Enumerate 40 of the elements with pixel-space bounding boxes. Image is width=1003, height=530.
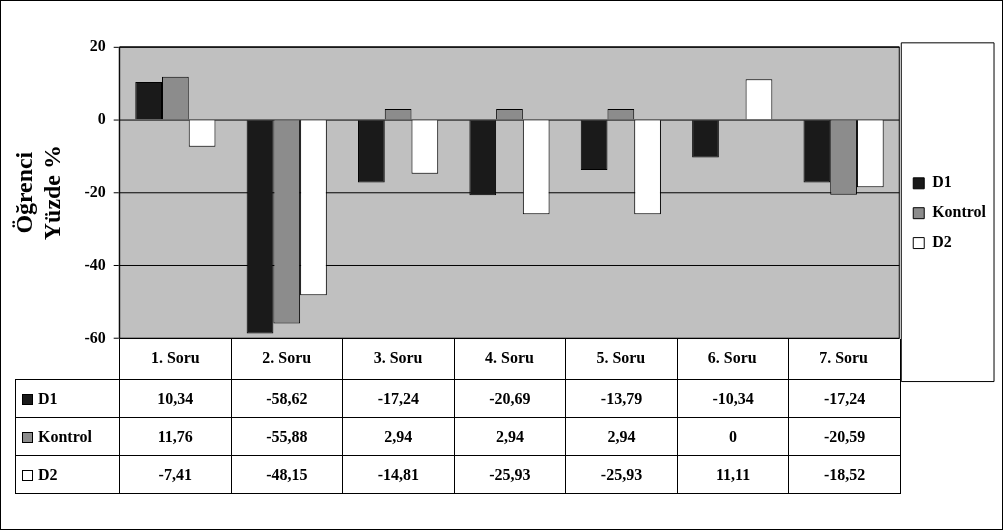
data-label: 2,94 xyxy=(565,417,678,456)
data-label: -17,24 xyxy=(342,379,455,418)
x-tick-label: 5. Soru xyxy=(596,349,646,367)
data-label: -18,52 xyxy=(788,455,901,494)
x-tick-label: 4. Soru xyxy=(485,349,534,367)
y-tick-label: 0 xyxy=(97,109,106,127)
text: Kontrol xyxy=(38,428,92,446)
data-label: -14,81 xyxy=(342,455,455,494)
text: D1 xyxy=(932,173,952,191)
data-label: -25,93 xyxy=(454,455,566,494)
legend-label: D2 xyxy=(932,233,952,251)
x-tick-label: 2. Soru xyxy=(262,349,312,367)
data-label: -48,15 xyxy=(231,455,343,494)
x-tick-label: 1. Soru xyxy=(150,349,200,367)
y-axis-title: Öğrenci Yüzde % xyxy=(10,145,66,241)
data-label: -58,62 xyxy=(231,379,343,418)
y-tick-label: -60 xyxy=(84,328,106,346)
data-label: -17,24 xyxy=(788,379,901,418)
y-tick-label: 20 xyxy=(89,36,106,54)
text: D2 xyxy=(38,466,58,484)
data-label: 0 xyxy=(677,417,789,456)
data-label: -25,93 xyxy=(565,455,678,494)
data-label: 11,76 xyxy=(119,417,231,456)
x-tick-label: 6. Soru xyxy=(707,349,757,367)
data-label: -10,34 xyxy=(677,379,789,418)
data-label: -55,88 xyxy=(231,417,343,456)
data-label: 2,94 xyxy=(342,417,455,456)
data-label: -20,69 xyxy=(454,379,566,418)
data-label: -20,59 xyxy=(788,417,901,456)
y-tick-label: -20 xyxy=(84,182,106,200)
x-tick-label: 7. Soru xyxy=(819,349,869,367)
data-label: -7,41 xyxy=(119,455,231,494)
data-label: 11,11 xyxy=(677,455,789,494)
data-label: -13,79 xyxy=(565,379,678,418)
legend-label: Kontrol xyxy=(932,203,987,221)
data-label: 2,94 xyxy=(454,417,566,456)
x-tick-label: 3. Soru xyxy=(373,349,423,367)
legend-label: D1 xyxy=(38,390,58,408)
data-label: 10,34 xyxy=(119,379,231,418)
y-tick-label: -40 xyxy=(84,255,106,273)
